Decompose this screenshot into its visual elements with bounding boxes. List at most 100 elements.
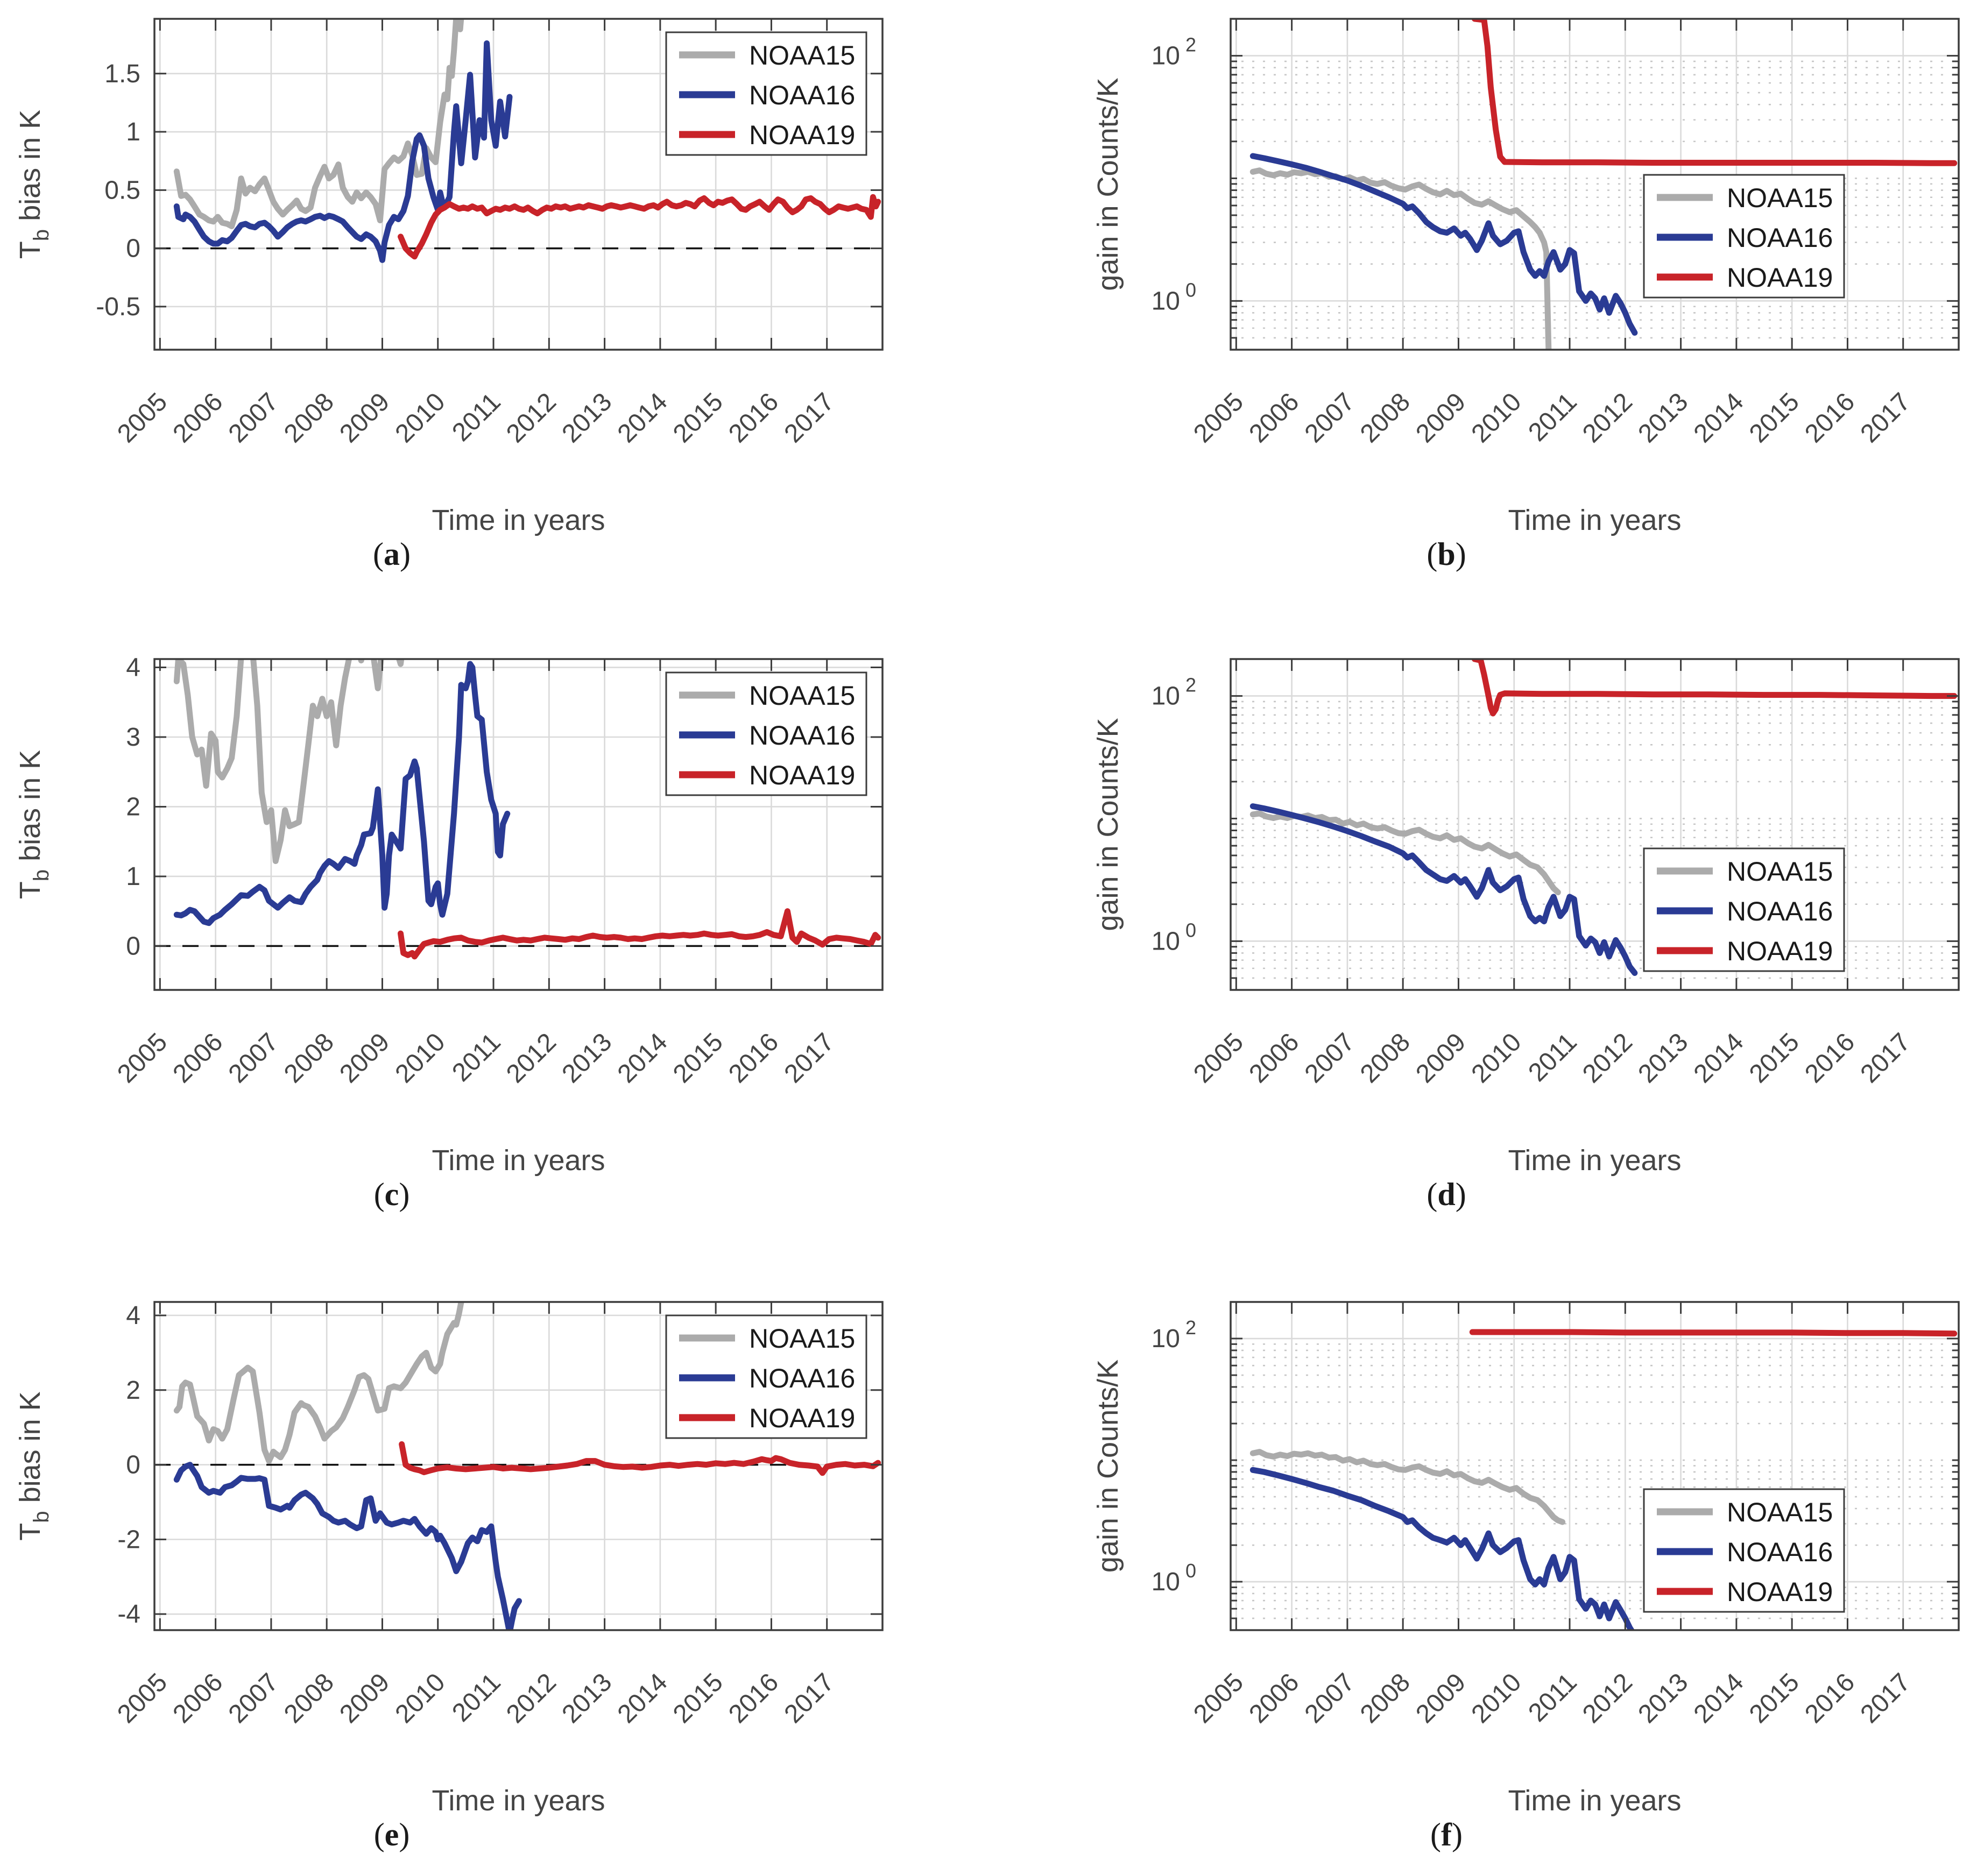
- x-tick-label: 2010: [1466, 1668, 1527, 1729]
- legend-label-noaa16: NOAA16: [1727, 223, 1833, 253]
- x-tick-label: 2005: [112, 387, 173, 448]
- y-tick-label: 1: [126, 118, 140, 146]
- x-tick-label: 2016: [723, 1668, 784, 1729]
- y-axis-label: gain in Counts/K: [1092, 1360, 1124, 1573]
- legend-label-noaa15: NOAA15: [1727, 856, 1833, 887]
- legend-label-noaa16: NOAA16: [749, 80, 855, 110]
- x-tick-label: 2006: [1244, 1668, 1304, 1729]
- x-tick-label: 2009: [1410, 1028, 1471, 1088]
- subfigure-caption-a: (a): [373, 536, 411, 572]
- axes-border: [153, 18, 884, 351]
- y-tick-label: -4: [117, 1600, 140, 1629]
- y-tick-label: 0.5: [104, 176, 140, 204]
- y-tick-label: 0: [126, 1451, 140, 1479]
- x-tick-label: 2009: [334, 1668, 395, 1729]
- y-tick-label: 4: [126, 1301, 140, 1330]
- noaa16-line: [173, 661, 511, 926]
- y-axis-label: gain in Counts/K: [1092, 77, 1124, 291]
- x-tick-label: 2005: [112, 1668, 173, 1729]
- legend: NOAA15 NOAA16 NOAA19: [1643, 174, 1845, 299]
- x-tick-label: 2009: [1410, 387, 1471, 448]
- subplot-e: 2005200620072008200920102011201220132014…: [14, 1301, 884, 1852]
- x-tick-label: 2016: [1799, 387, 1860, 448]
- x-tick-label: 2011: [447, 1028, 506, 1087]
- y-axis-label: Tb bias in K: [14, 110, 53, 259]
- axes-border: [153, 658, 884, 991]
- legend-label-noaa16: NOAA16: [749, 1363, 855, 1393]
- y-tick-label: 1.5: [104, 60, 140, 88]
- x-tick-label: 2017: [1855, 1028, 1916, 1088]
- x-tick-label: 2008: [279, 1668, 340, 1729]
- x-tick-label: 2007: [223, 1028, 284, 1088]
- legend: NOAA15 NOAA16 NOAA19: [665, 31, 867, 156]
- x-tick-label: 2006: [167, 387, 228, 448]
- subfigure-caption-b: (b): [1427, 536, 1466, 572]
- y-tick-label: 2: [126, 1376, 140, 1405]
- noaa16-line: [1249, 153, 1638, 336]
- x-tick-label: 2005: [1188, 1028, 1249, 1088]
- tick-marks: [1231, 19, 1959, 350]
- x-tick-label: 2007: [1300, 1028, 1360, 1088]
- noaa15-line: [1249, 1449, 1566, 1525]
- legend-label-noaa16: NOAA16: [1727, 1537, 1833, 1567]
- y-tick-label: 0: [126, 932, 140, 960]
- y-tick-label: 10 0: [1152, 1560, 1196, 1596]
- x-tick-label: 2008: [1355, 1668, 1416, 1729]
- subplot-d: 2005200620072008200920102011201220132014…: [1092, 658, 1960, 1212]
- y-tick-label: 0: [126, 235, 140, 263]
- noaa19-line: [1469, 1329, 1958, 1337]
- legend: NOAA15 NOAA16 NOAA19: [1643, 1488, 1845, 1613]
- y-axis-label: Tb bias in K: [14, 1391, 53, 1540]
- legend-label-noaa15: NOAA15: [749, 40, 855, 70]
- noaa16-line: [173, 1462, 522, 1630]
- x-tick-label: 2006: [167, 1028, 228, 1088]
- subfigure-caption-c: (c): [374, 1177, 410, 1212]
- tick-marks: [154, 19, 882, 350]
- x-tick-label: 2006: [1244, 1028, 1304, 1088]
- legend-label-noaa19: NOAA19: [1727, 1577, 1833, 1607]
- x-tick-label: 2010: [1466, 1028, 1527, 1088]
- noaa15-line: [173, 19, 464, 229]
- x-tick-label: 2013: [556, 1668, 617, 1729]
- noaa19-line: [1471, 659, 1958, 717]
- x-tick-label: 2014: [1689, 1668, 1749, 1729]
- subfigure-caption-f: (f): [1430, 1817, 1463, 1852]
- legend-label-noaa19: NOAA19: [749, 120, 855, 150]
- x-tick-label: 2014: [1689, 387, 1749, 448]
- legend-label-noaa19: NOAA19: [749, 760, 855, 790]
- x-tick-label: 2010: [390, 1028, 451, 1088]
- y-axis-label: gain in Counts/K: [1092, 718, 1124, 931]
- x-tick-label: 2008: [279, 1028, 340, 1088]
- x-tick-label: 2007: [223, 1668, 284, 1729]
- x-axis-label: Time in years: [432, 1785, 605, 1817]
- x-tick-label: 2005: [1188, 1668, 1249, 1729]
- noaa16-line: [1249, 1467, 1635, 1630]
- x-tick-label: 2014: [612, 1668, 673, 1729]
- subfigure-caption-d: (d): [1427, 1177, 1466, 1212]
- y-tick-label: 1: [126, 862, 140, 891]
- noaa16-line: [1249, 803, 1638, 976]
- x-tick-label: 2010: [390, 1668, 451, 1729]
- x-tick-label: 2011: [1523, 387, 1582, 447]
- noaa15-line: [173, 1302, 465, 1464]
- legend: NOAA15 NOAA16 NOAA19: [665, 671, 867, 796]
- legend-label-noaa15: NOAA15: [749, 681, 855, 711]
- x-tick-label: 2010: [1466, 387, 1527, 448]
- y-tick-label: 10 0: [1152, 919, 1196, 955]
- x-tick-label: 2005: [1188, 387, 1249, 448]
- x-tick-label: 2007: [1300, 387, 1360, 448]
- x-axis-label: Time in years: [1508, 1785, 1681, 1817]
- noaa19-line: [399, 1441, 881, 1476]
- tick-marks: [1231, 1302, 1959, 1630]
- x-tick-label: 2009: [1410, 1668, 1471, 1729]
- x-axis-label: Time in years: [432, 1144, 605, 1177]
- x-tick-label: 2012: [1577, 1668, 1638, 1729]
- x-tick-label: 2016: [723, 1028, 784, 1088]
- legend: NOAA15 NOAA16 NOAA19: [1643, 847, 1845, 972]
- noaa16-line: [173, 40, 513, 263]
- x-tick-label: 2015: [1744, 387, 1805, 448]
- x-tick-label: 2015: [1744, 1668, 1805, 1729]
- legend: NOAA15 NOAA16 NOAA19: [665, 1314, 867, 1439]
- x-tick-label: 2012: [501, 1668, 562, 1729]
